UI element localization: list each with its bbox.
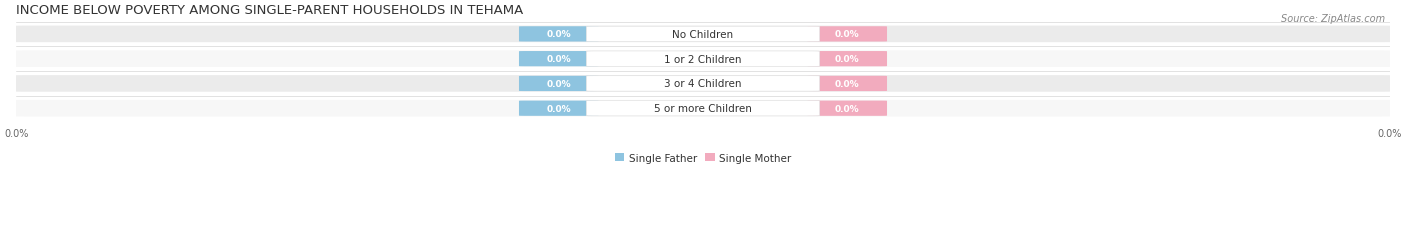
FancyBboxPatch shape (519, 101, 599, 116)
FancyBboxPatch shape (586, 101, 820, 116)
Legend: Single Father, Single Mother: Single Father, Single Mother (610, 149, 796, 167)
FancyBboxPatch shape (586, 76, 820, 92)
Text: 0.0%: 0.0% (547, 30, 571, 39)
Text: 5 or more Children: 5 or more Children (654, 104, 752, 114)
FancyBboxPatch shape (586, 27, 820, 42)
Text: 3 or 4 Children: 3 or 4 Children (664, 79, 742, 89)
FancyBboxPatch shape (519, 52, 599, 67)
Text: INCOME BELOW POVERTY AMONG SINGLE-PARENT HOUSEHOLDS IN TEHAMA: INCOME BELOW POVERTY AMONG SINGLE-PARENT… (17, 4, 523, 17)
Text: Source: ZipAtlas.com: Source: ZipAtlas.com (1281, 14, 1385, 24)
Text: 0.0%: 0.0% (835, 80, 859, 88)
Text: 0.0%: 0.0% (547, 55, 571, 64)
FancyBboxPatch shape (807, 27, 887, 42)
Text: 0.0%: 0.0% (547, 80, 571, 88)
FancyBboxPatch shape (10, 100, 1396, 117)
Text: 0.0%: 0.0% (835, 30, 859, 39)
Text: 0.0%: 0.0% (835, 55, 859, 64)
FancyBboxPatch shape (10, 27, 1396, 43)
FancyBboxPatch shape (10, 76, 1396, 92)
Text: No Children: No Children (672, 30, 734, 40)
FancyBboxPatch shape (807, 101, 887, 116)
FancyBboxPatch shape (10, 51, 1396, 68)
Text: 0.0%: 0.0% (547, 104, 571, 113)
FancyBboxPatch shape (519, 27, 599, 42)
FancyBboxPatch shape (519, 76, 599, 92)
FancyBboxPatch shape (807, 52, 887, 67)
Text: 0.0%: 0.0% (835, 104, 859, 113)
FancyBboxPatch shape (586, 52, 820, 67)
FancyBboxPatch shape (807, 76, 887, 92)
Text: 1 or 2 Children: 1 or 2 Children (664, 55, 742, 64)
